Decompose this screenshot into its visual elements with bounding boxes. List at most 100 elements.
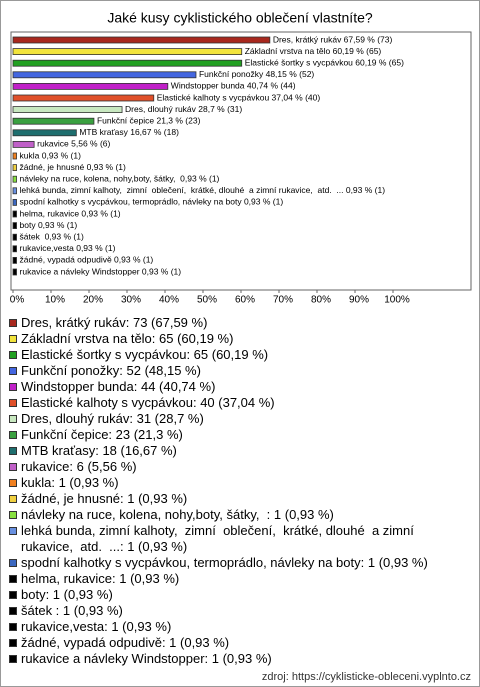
legend-swatch bbox=[9, 367, 17, 375]
bar bbox=[12, 268, 17, 276]
x-tick-label: 20% bbox=[83, 295, 103, 306]
x-tick-label: 100% bbox=[384, 295, 410, 306]
value-label: Funkční čepice 21,3 % (23) bbox=[97, 115, 201, 125]
x-tick-label: 50% bbox=[197, 295, 217, 306]
legend-item: Dres, dlouhý rukáv: 31 (28,7 %) bbox=[9, 411, 449, 427]
legend-item: Elastické kalhoty s vycpávkou: 40 (37,04… bbox=[9, 395, 449, 411]
legend-item: boty: 1 (0,93 %) bbox=[9, 587, 449, 603]
bar bbox=[12, 48, 243, 55]
chart: Jaké kusy cyklistického oblečení vlastní… bbox=[10, 10, 472, 306]
value-label: spodní kalhotky s vycpávkou, termoprádlo… bbox=[20, 197, 284, 207]
bar bbox=[12, 140, 35, 148]
legend-swatch bbox=[9, 399, 17, 407]
bar bbox=[12, 94, 155, 102]
bar bbox=[12, 59, 243, 67]
bar bbox=[12, 106, 123, 113]
value-label: žádné, je hnusné 0,93 % (1) bbox=[20, 162, 126, 172]
source: zdroj: https://cyklisticke-obleceni.vypl… bbox=[261, 671, 471, 683]
legend-item: žádné, vypadá odpudivě: 1 (0,93 %) bbox=[9, 635, 449, 651]
legend-label: boty: 1 (0,93 %) bbox=[21, 587, 113, 602]
legend-item: Dres, krátký rukáv: 73 (67,59 %) bbox=[9, 315, 449, 331]
bar bbox=[12, 233, 17, 241]
legend-swatch bbox=[9, 383, 17, 391]
bar bbox=[12, 152, 17, 160]
value-label: helma, rukavice 0,93 % (1) bbox=[20, 208, 121, 218]
legend-swatch bbox=[9, 319, 17, 327]
x-tick-label: 30% bbox=[121, 295, 141, 306]
x-tick-label: 40% bbox=[159, 295, 179, 306]
legend-label: Elastické kalhoty s vycpávkou: 40 (37,04… bbox=[21, 395, 275, 410]
x-tick-label: 90% bbox=[349, 295, 369, 306]
legend-item: Windstopper bunda: 44 (40,74 %) bbox=[9, 379, 449, 395]
legend-label: Dres, dlouhý rukáv: 31 (28,7 %) bbox=[21, 411, 204, 426]
legend-label: Základní vrstva na tělo: 65 (60,19 %) bbox=[21, 331, 234, 346]
legend-label: šátek : 1 (0,93 %) bbox=[21, 603, 123, 618]
legend-label: rukavice: 6 (5,56 %) bbox=[21, 459, 137, 474]
x-tick-label: 80% bbox=[311, 295, 331, 306]
bar bbox=[12, 187, 17, 195]
legend-swatch bbox=[9, 575, 17, 583]
value-label: Dres, krátký rukáv 67,59 % (73) bbox=[273, 34, 393, 44]
legend-swatch bbox=[9, 463, 17, 471]
bar bbox=[12, 117, 95, 125]
value-label: žádné, vypadá odpudivě 0,93 % (1) bbox=[20, 255, 154, 265]
legend: Dres, krátký rukáv: 73 (67,59 %) Základní… bbox=[9, 315, 449, 667]
legend-label: lehká bunda, zimní kalhoty, zimní obleče… bbox=[21, 523, 418, 554]
legend-label: helma, rukavice: 1 (0,93 %) bbox=[21, 571, 180, 586]
legend-item: rukavice a návleky Windstopper: 1 (0,93 … bbox=[9, 651, 449, 667]
legend-label: žádné, je hnusné: 1 (0,93 %) bbox=[21, 491, 188, 506]
legend-swatch bbox=[9, 495, 17, 503]
legend-swatch bbox=[9, 623, 17, 631]
bar bbox=[12, 164, 17, 172]
legend-item: žádné, je hnusné: 1 (0,93 %) bbox=[9, 491, 449, 507]
x-tick-label: 0% bbox=[10, 295, 25, 306]
legend-label: spodní kalhotky s vycpávkou, termoprádlo… bbox=[21, 555, 428, 570]
bar bbox=[12, 222, 17, 230]
legend-swatch bbox=[9, 351, 17, 359]
legend-label: návleky na ruce, kolena, nohy,boty, šátk… bbox=[21, 507, 334, 522]
value-label: rukavice a návleky Windstopper 0,93 % (1… bbox=[20, 266, 182, 276]
legend-swatch bbox=[9, 591, 17, 599]
legend-item: návleky na ruce, kolena, nohy,boty, šátk… bbox=[9, 507, 449, 523]
legend-item: Elastické šortky s vycpávkou: 65 (60,19 … bbox=[9, 347, 449, 363]
legend-item: rukavice: 6 (5,56 %) bbox=[9, 459, 449, 475]
legend-swatch bbox=[9, 479, 17, 487]
legend-swatch bbox=[9, 639, 17, 647]
value-label: Dres, dlouhý rukáv 28,7 % (31) bbox=[125, 104, 242, 114]
value-label: Elastické šortky s vycpávkou 60,19 % (65… bbox=[245, 57, 404, 67]
x-tick-label: 10% bbox=[45, 295, 65, 306]
legend-item: šátek : 1 (0,93 %) bbox=[9, 603, 449, 619]
legend-label: rukavice,vesta: 1 (0,93 %) bbox=[21, 619, 172, 634]
legend-item: Základní vrstva na tělo: 65 (60,19 %) bbox=[9, 331, 449, 347]
value-label: Windstopper bunda 40,74 % (44) bbox=[171, 81, 296, 91]
legend-item: MTB kraťasy: 18 (16,67 %) bbox=[9, 443, 449, 459]
legend-swatch bbox=[9, 415, 17, 423]
value-label: lehká bunda, zimní kalhoty, zimní obleče… bbox=[20, 185, 386, 195]
value-label: Základní vrstva na tělo 60,19 % (65) bbox=[245, 46, 382, 56]
legend-label: žádné, vypadá odpudivě: 1 (0,93 %) bbox=[21, 635, 230, 650]
value-label: Funkční ponožky 48,15 % (52) bbox=[199, 69, 314, 79]
value-label: kukla 0,93 % (1) bbox=[20, 150, 82, 160]
legend-label: kukla: 1 (0,93 %) bbox=[21, 475, 119, 490]
bar bbox=[12, 198, 17, 206]
legend-swatch bbox=[9, 511, 17, 519]
x-tick-label: 70% bbox=[273, 295, 293, 306]
legend-label: Windstopper bunda: 44 (40,74 %) bbox=[21, 379, 216, 394]
bar bbox=[12, 256, 17, 264]
legend-label: Funkční ponožky: 52 (48,15 %) bbox=[21, 363, 201, 378]
value-label: rukavice 5,56 % (6) bbox=[37, 139, 110, 149]
value-label: Elastické kalhoty s vycpávkou 37,04 % (4… bbox=[157, 92, 321, 102]
legend-item: Funkční ponožky: 52 (48,15 %) bbox=[9, 363, 449, 379]
x-tick-label: 60% bbox=[235, 295, 255, 306]
bar bbox=[12, 245, 17, 253]
value-label: návleky na ruce, kolena, nohy,boty, šátk… bbox=[20, 173, 220, 183]
bar bbox=[12, 83, 169, 90]
legend-swatch bbox=[9, 335, 17, 343]
legend-label: rukavice a návleky Windstopper: 1 (0,93 … bbox=[21, 651, 272, 666]
legend-label: MTB kraťasy: 18 (16,67 %) bbox=[21, 443, 177, 458]
legend-item: lehká bunda, zimní kalhoty, zimní obleče… bbox=[9, 523, 449, 555]
bar bbox=[12, 36, 271, 44]
value-label: MTB kraťasy 16,67 % (18) bbox=[79, 127, 179, 137]
bar bbox=[12, 71, 197, 79]
